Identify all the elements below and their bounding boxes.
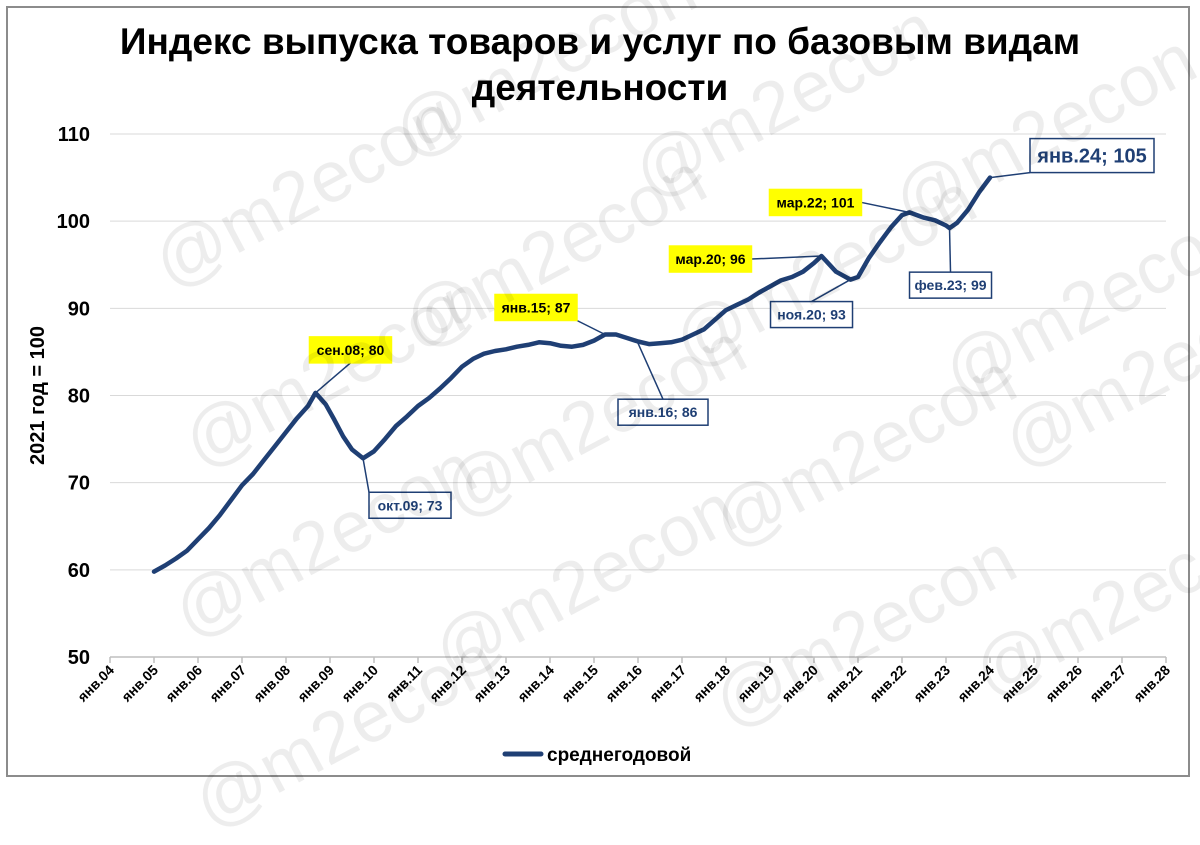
x-tick-label: янв.10 bbox=[338, 662, 381, 705]
x-tick-label: янв.22 bbox=[866, 662, 909, 705]
data-label: мар.20; 96 bbox=[675, 251, 745, 267]
x-tick-label: янв.11 bbox=[383, 662, 426, 705]
x-tick-label: янв.20 bbox=[778, 662, 821, 705]
data-label: ноя.20; 93 bbox=[777, 307, 846, 323]
data-label: янв.24; 105 bbox=[1036, 146, 1146, 168]
data-label: янв.15; 87 bbox=[502, 299, 571, 315]
x-tick-label: янв.26 bbox=[1042, 662, 1085, 705]
callout-box bbox=[617, 398, 709, 426]
x-tick-label: янв.23 bbox=[910, 662, 953, 705]
data-label: окт.09; 73 bbox=[378, 497, 443, 513]
callout-leader bbox=[637, 342, 664, 400]
x-tick-label: янв.25 bbox=[998, 662, 1041, 705]
x-tick-label: янв.18 bbox=[690, 662, 733, 705]
callout-box bbox=[768, 188, 863, 217]
chart-title-line-2: деятельности bbox=[471, 67, 729, 108]
x-tick-label: янв.27 bbox=[1086, 662, 1129, 705]
y-tick-label: 50 bbox=[68, 647, 90, 669]
legend-label: среднегодовой bbox=[547, 745, 691, 766]
data-label: сен.08; 80 bbox=[317, 342, 385, 358]
x-tick-label: янв.24 bbox=[954, 662, 997, 705]
x-tick-label: янв.14 bbox=[514, 662, 557, 705]
callout-leader bbox=[989, 171, 1031, 179]
y-tick-label: 100 bbox=[57, 211, 90, 233]
callout-box bbox=[494, 293, 578, 322]
x-tick-label: янв.12 bbox=[426, 662, 469, 705]
x-tick-label: янв.07 bbox=[206, 662, 249, 705]
x-tick-label: янв.17 bbox=[646, 662, 689, 705]
callout-box bbox=[908, 271, 993, 299]
callout-box bbox=[668, 245, 753, 273]
x-tick-label: янв.16 bbox=[602, 662, 645, 705]
callout-leader bbox=[314, 362, 351, 394]
x-tick-label: янв.08 bbox=[250, 662, 293, 705]
callout-leader bbox=[362, 458, 370, 493]
callout-leader bbox=[576, 319, 606, 336]
y-tick-label: 90 bbox=[68, 298, 90, 320]
data-label: фев.23; 99 bbox=[914, 277, 986, 293]
callout-box bbox=[769, 300, 854, 329]
x-tick-label: янв.19 bbox=[734, 662, 777, 705]
x-tick-label: янв.09 bbox=[294, 662, 337, 705]
callout-leader bbox=[861, 201, 910, 214]
callout-box bbox=[308, 336, 393, 364]
y-axis-title: 2021 год = 100 bbox=[27, 326, 49, 465]
callout-leader bbox=[751, 255, 822, 260]
data-label: янв.16; 86 bbox=[629, 404, 698, 420]
callout-leader bbox=[948, 228, 952, 273]
x-tick-label: янв.06 bbox=[162, 662, 205, 705]
y-tick-label: 60 bbox=[68, 560, 90, 582]
data-label: мар.22; 101 bbox=[777, 194, 855, 210]
x-tick-label: янв.05 bbox=[118, 662, 161, 705]
callout-box bbox=[1029, 137, 1155, 174]
series-line bbox=[151, 175, 993, 574]
y-tick-label: 110 bbox=[58, 124, 90, 146]
callout-leader bbox=[811, 278, 851, 303]
chart-title-line-1: Индекс выпуска товаров и услуг по базовы… bbox=[119, 21, 1081, 62]
y-tick-label: 70 bbox=[68, 473, 90, 495]
x-tick-label: янв.28 bbox=[1130, 662, 1173, 705]
x-tick-label: янв.13 bbox=[470, 662, 513, 705]
x-tick-label: янв.15 bbox=[558, 662, 601, 705]
y-tick-label: 80 bbox=[68, 386, 90, 408]
callout-box bbox=[368, 491, 452, 520]
x-tick-label: янв.21 bbox=[822, 662, 865, 705]
